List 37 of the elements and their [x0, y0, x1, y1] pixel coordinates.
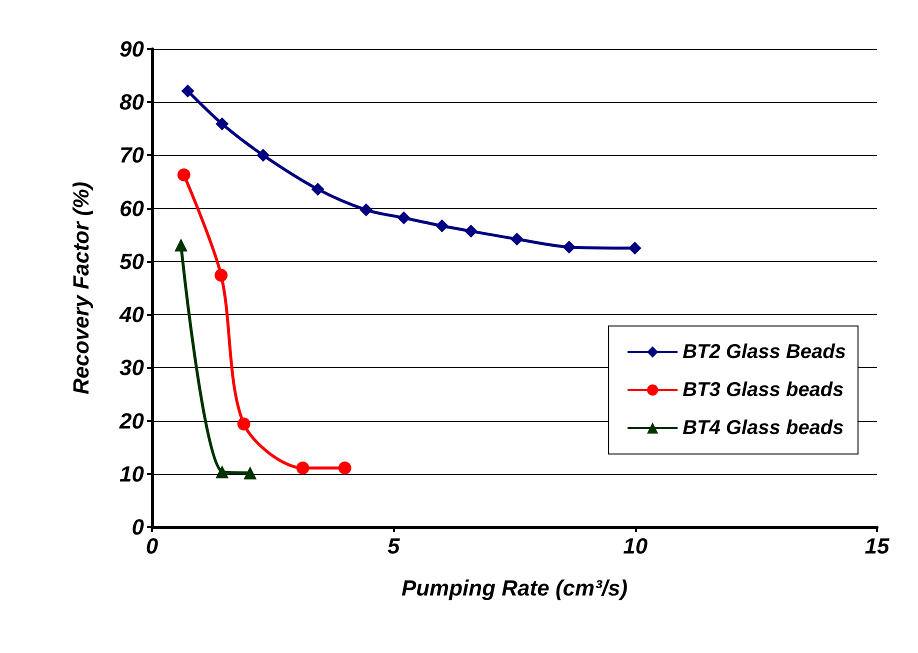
point [562, 240, 576, 254]
y-tick-label: 80 [120, 90, 145, 115]
x-tick-label: 5 [388, 534, 401, 558]
legend-label: BT3 Glass beads [682, 379, 844, 401]
point [181, 84, 194, 98]
y-tick-label: 40 [118, 302, 145, 328]
y-tick-label: 70 [120, 142, 145, 168]
point [436, 219, 448, 232]
point [216, 117, 229, 130]
y-tick-label: 10 [120, 461, 145, 486]
y-tick-label: 60 [120, 196, 145, 221]
legend-label: BT2 Glass Beads [682, 341, 846, 363]
y-tick-label: 20 [118, 408, 145, 434]
point [174, 238, 188, 252]
point [397, 211, 410, 224]
y-tick-label: 30 [120, 355, 145, 380]
y-tick-label: 90 [120, 36, 145, 62]
point [360, 203, 373, 216]
point [510, 232, 524, 246]
point [628, 242, 642, 255]
point [256, 148, 270, 162]
legend-label: BT4 Glass beads [682, 417, 844, 439]
point [311, 182, 324, 196]
point [216, 465, 229, 478]
y-tick-label: 50 [120, 248, 145, 274]
point [296, 462, 310, 475]
x-axis-title: Pumping Rate (cm³/s) [401, 576, 628, 600]
point [214, 268, 228, 282]
y-axis-title: Recovery Factor (%) [68, 182, 94, 394]
x-tick-label: 10 [623, 534, 648, 558]
point [237, 417, 250, 430]
point [177, 168, 190, 182]
point [464, 224, 478, 238]
y-tick-label: 0 [132, 514, 145, 540]
point [338, 462, 352, 475]
x-tick-label: 15 [864, 534, 890, 558]
point [244, 466, 257, 480]
